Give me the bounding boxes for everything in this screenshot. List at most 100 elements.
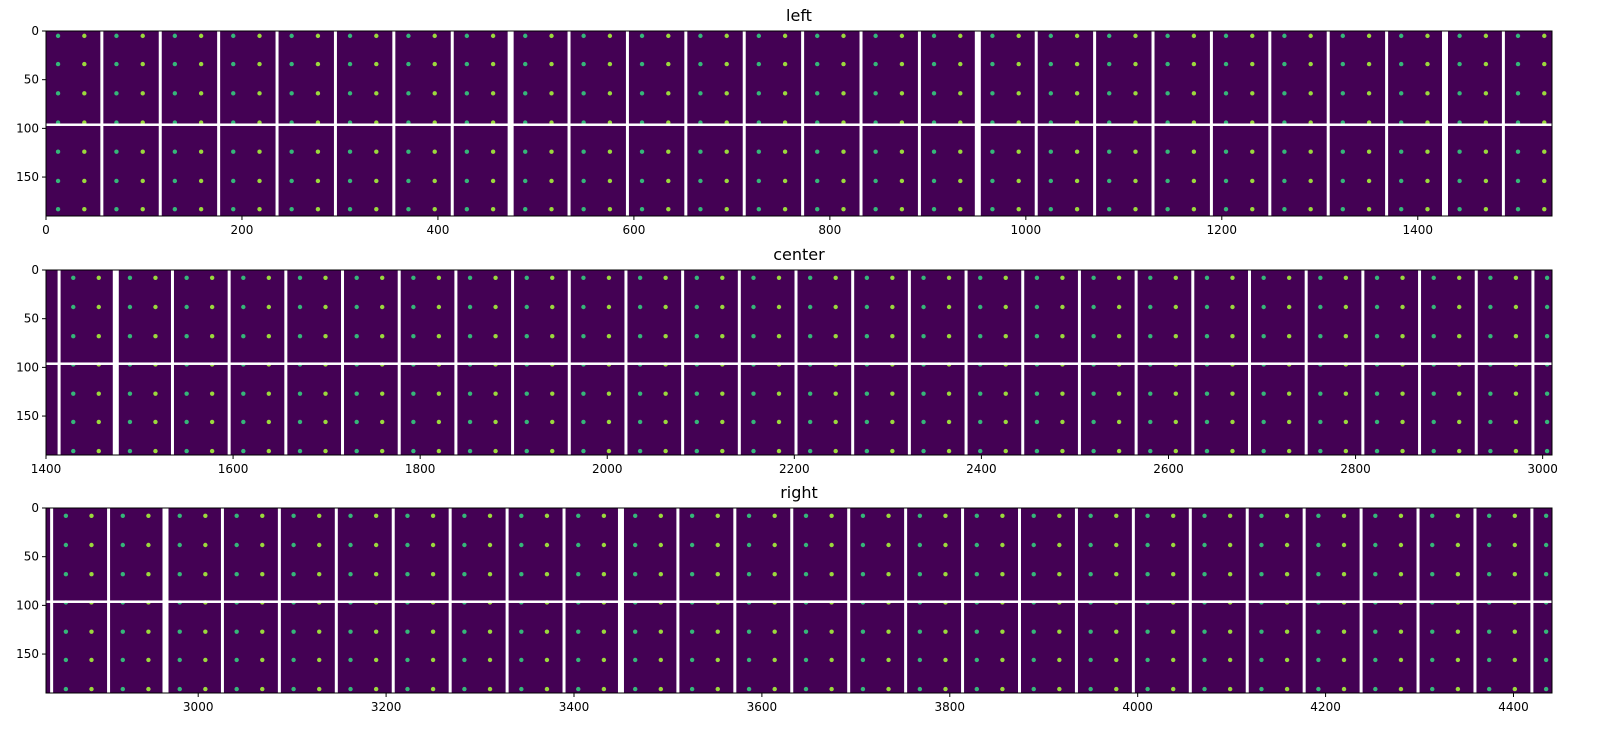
- spot: [772, 686, 777, 692]
- spot: [1204, 419, 1210, 425]
- spot: [1088, 657, 1093, 663]
- spot: [177, 629, 182, 634]
- spot: [807, 448, 813, 454]
- spot: [1227, 572, 1233, 577]
- spot: [487, 572, 493, 577]
- spot: [406, 91, 411, 96]
- spot: [899, 178, 905, 184]
- spot: [374, 33, 379, 39]
- spot: [1191, 206, 1197, 212]
- spot: [1431, 334, 1436, 339]
- spot: [153, 304, 158, 310]
- module-gap-horizontal: [46, 600, 1552, 603]
- spot: [1543, 629, 1549, 634]
- spot: [550, 419, 555, 425]
- spot: [1145, 657, 1150, 663]
- spot: [432, 178, 437, 184]
- spot: [550, 275, 555, 280]
- spot: [990, 178, 995, 184]
- spot: [833, 334, 838, 339]
- spot: [1204, 334, 1210, 339]
- x-tick-label: 1200: [1207, 223, 1238, 237]
- spot: [1398, 542, 1404, 548]
- spot: [96, 448, 101, 454]
- spot: [715, 542, 720, 548]
- spot: [260, 572, 265, 577]
- spot: [257, 149, 262, 154]
- spot: [380, 275, 385, 280]
- spot: [127, 275, 133, 280]
- spot: [432, 206, 437, 212]
- spot: [921, 334, 926, 339]
- spot: [1165, 178, 1170, 184]
- y-tick-label: 150: [16, 170, 39, 184]
- spot: [289, 178, 294, 184]
- spot: [1114, 572, 1119, 577]
- spot: [411, 391, 416, 396]
- spot: [436, 391, 442, 396]
- spot: [257, 206, 262, 212]
- spot: [549, 33, 554, 39]
- module-gap-horizontal: [46, 123, 1552, 126]
- x-tick-label: 2600: [1153, 462, 1184, 476]
- spot: [380, 304, 385, 310]
- x-tick-label: 3000: [1527, 462, 1558, 476]
- spot: [1171, 686, 1176, 692]
- spot: [1284, 657, 1290, 663]
- spot: [1171, 542, 1176, 548]
- spot: [184, 448, 189, 454]
- spot: [1398, 686, 1404, 692]
- spot: [1282, 61, 1287, 67]
- spot: [1455, 686, 1461, 692]
- spot: [1034, 448, 1040, 454]
- spot: [89, 513, 94, 518]
- spot: [1373, 629, 1378, 634]
- spot: [1223, 149, 1229, 154]
- spot: [347, 33, 353, 39]
- spot: [524, 275, 529, 280]
- x-tick-label: 4200: [1310, 700, 1341, 714]
- spot: [1366, 33, 1372, 39]
- spot: [493, 448, 498, 454]
- spot: [1544, 334, 1550, 339]
- spot: [55, 178, 61, 184]
- spot: [373, 542, 379, 548]
- spot: [323, 275, 328, 280]
- panel-center: center 1400 1600 1800 2000 2200 2400 2600 2800 30…: [16, 245, 1558, 476]
- spot: [127, 419, 133, 425]
- spot: [1133, 33, 1138, 39]
- spot: [436, 419, 442, 425]
- spot: [1316, 572, 1321, 577]
- spot: [974, 572, 979, 577]
- spot: [1284, 542, 1290, 548]
- spot: [1343, 334, 1349, 339]
- spot: [347, 206, 353, 212]
- spot: [807, 419, 813, 425]
- spot: [120, 657, 126, 663]
- spot: [803, 572, 809, 577]
- spot: [715, 572, 720, 577]
- spot: [829, 572, 834, 577]
- spot: [1286, 391, 1292, 396]
- spot: [1486, 513, 1492, 518]
- spot: [958, 149, 963, 154]
- spot: [815, 149, 820, 154]
- spot: [1074, 178, 1080, 184]
- spot: [694, 275, 700, 280]
- spot: [1116, 304, 1122, 310]
- spot: [464, 33, 470, 39]
- spot: [1114, 657, 1119, 663]
- spot: [899, 61, 905, 67]
- spot: [1003, 391, 1008, 396]
- spot: [1204, 448, 1210, 454]
- spot: [1133, 149, 1138, 154]
- spot: [1455, 572, 1461, 577]
- spot: [1171, 513, 1176, 518]
- spot: [772, 629, 777, 634]
- spot: [1282, 178, 1287, 184]
- spot: [1034, 391, 1040, 396]
- spot: [1374, 275, 1380, 280]
- spot: [177, 542, 182, 548]
- spot: [1425, 33, 1430, 39]
- spot: [637, 304, 643, 310]
